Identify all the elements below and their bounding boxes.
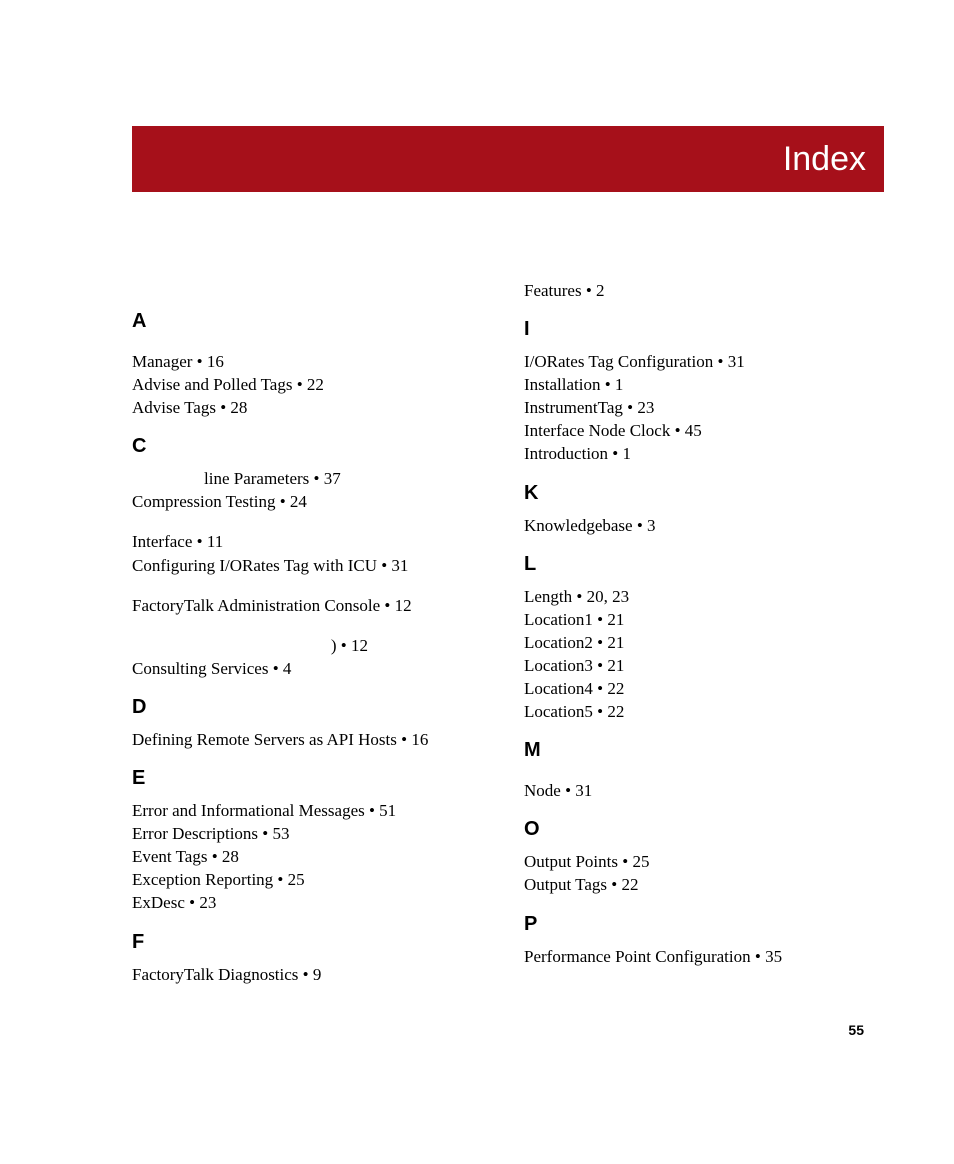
index-entry: InstrumentTag • 23 <box>524 397 884 419</box>
index-letter: O <box>524 818 884 841</box>
index-columns: A Manager • 16Advise and Polled Tags • 22… <box>132 280 884 987</box>
index-entry: ExDesc • 23 <box>132 892 492 914</box>
index-entry: Length • 20, 23 <box>524 586 884 608</box>
index-entry: Output Points • 25 <box>524 851 884 873</box>
header-banner: Index <box>132 126 884 192</box>
left-column: A Manager • 16Advise and Polled Tags • 22… <box>132 280 492 987</box>
index-entry: Location4 • 22 <box>524 678 884 700</box>
index-entry: Compression Testing • 24 <box>132 491 492 513</box>
index-entry: Advise and Polled Tags • 22 <box>132 374 492 396</box>
index-letter: C <box>132 435 492 458</box>
index-entry: Error Descriptions • 53 <box>132 823 492 845</box>
index-entry: Introduction • 1 <box>524 443 884 465</box>
index-letter: F <box>132 931 492 954</box>
page-title: Index <box>783 140 866 179</box>
index-entry: Installation • 1 <box>524 374 884 396</box>
index-entry: FactoryTalk Diagnostics • 9 <box>132 964 492 986</box>
index-entry: Manager • 16 <box>132 351 492 373</box>
index-letter: I <box>524 318 884 341</box>
index-letter: K <box>524 482 884 505</box>
index-letter: M <box>524 739 884 762</box>
index-entry: Advise Tags • 28 <box>132 397 492 419</box>
index-entry: Location3 • 21 <box>524 655 884 677</box>
index-letter: L <box>524 553 884 576</box>
index-entry: Knowledgebase • 3 <box>524 515 884 537</box>
index-entry: FactoryTalk Administration Console • 12 <box>132 595 492 617</box>
index-entry: Location1 • 21 <box>524 609 884 631</box>
index-letter: D <box>132 696 492 719</box>
index-entry: Configuring I/ORates Tag with ICU • 31 <box>132 555 492 577</box>
index-entry: Exception Reporting • 25 <box>132 869 492 891</box>
index-entry: Features • 2 <box>524 280 884 302</box>
index-entry: Error and Informational Messages • 51 <box>132 800 492 822</box>
index-entry: Consulting Services • 4 <box>132 658 492 680</box>
index-entry: Location5 • 22 <box>524 701 884 723</box>
index-entry: ) • 12 <box>132 635 492 657</box>
index-entry: Performance Point Configuration • 35 <box>524 946 884 968</box>
index-entry: Event Tags • 28 <box>132 846 492 868</box>
index-letter: A <box>132 310 492 333</box>
page-number: 55 <box>848 1022 864 1038</box>
index-entry: Location2 • 21 <box>524 632 884 654</box>
index-letter: E <box>132 767 492 790</box>
index-entry: line Parameters • 37 <box>132 468 492 490</box>
index-entry: I/ORates Tag Configuration • 31 <box>524 351 884 373</box>
index-entry: Node • 31 <box>524 780 884 802</box>
right-column: Features • 2 I I/ORates Tag Configuration … <box>524 280 884 987</box>
index-entry: Interface • 11 <box>132 531 492 553</box>
index-entry: Defining Remote Servers as API Hosts • 1… <box>132 729 492 751</box>
index-letter: P <box>524 913 884 936</box>
index-entry: Output Tags • 22 <box>524 874 884 896</box>
index-entry: Interface Node Clock • 45 <box>524 420 884 442</box>
